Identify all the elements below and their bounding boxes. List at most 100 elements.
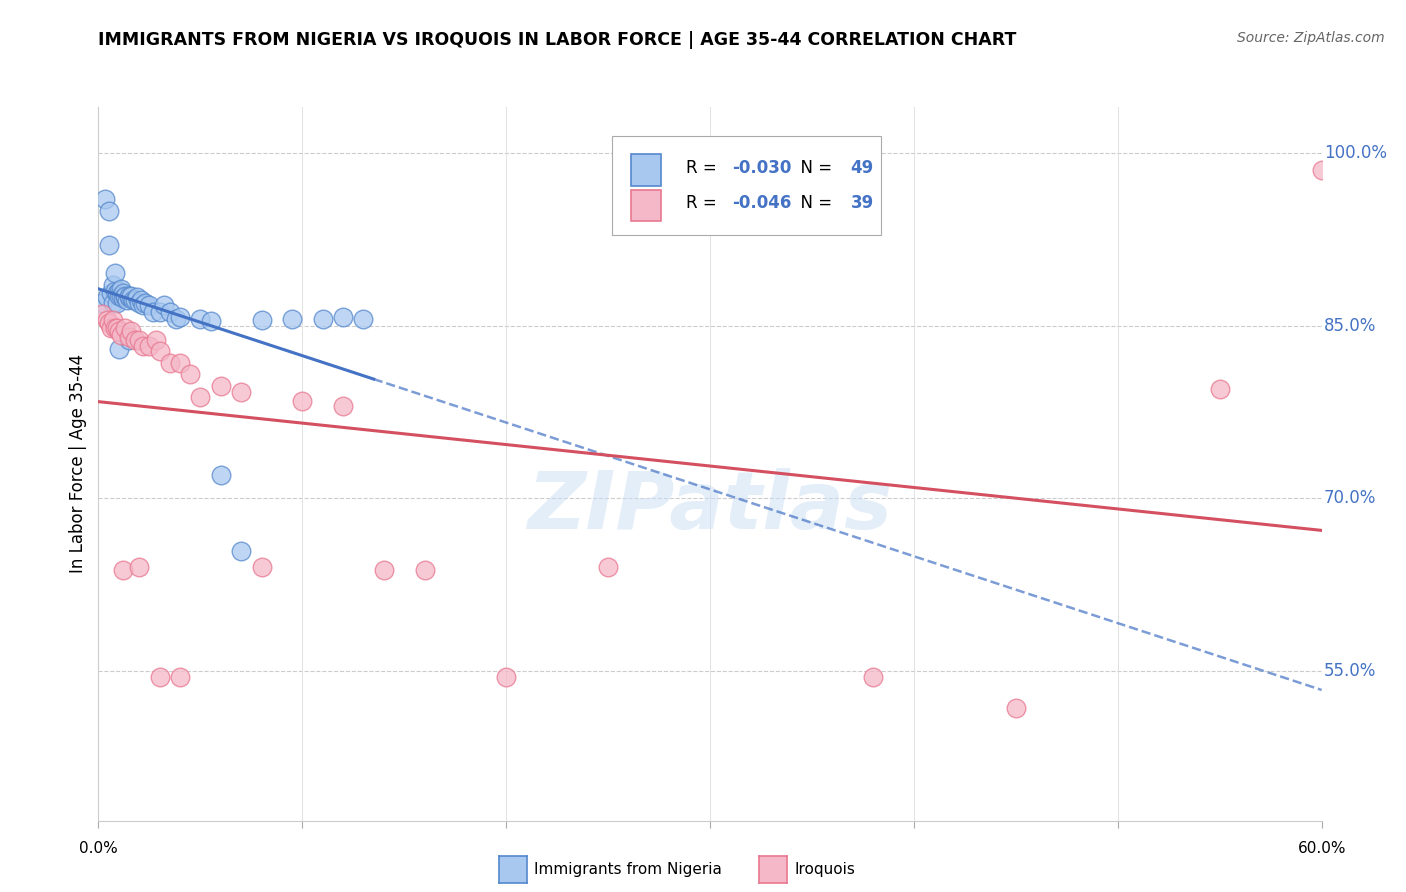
Text: 60.0%: 60.0%: [1298, 841, 1346, 856]
Point: [96, 290, 118, 304]
Point: [134, 295, 156, 310]
Point: [93, 192, 115, 206]
Point: [169, 670, 191, 684]
Point: [91, 295, 114, 310]
Point: [159, 305, 181, 319]
Point: [97, 317, 120, 331]
Point: [598, 560, 620, 574]
Point: [132, 339, 155, 353]
Point: [101, 313, 124, 327]
Point: [111, 291, 134, 305]
Point: [100, 286, 122, 301]
Point: [104, 284, 127, 298]
Point: [132, 298, 155, 312]
Point: [108, 289, 131, 303]
FancyBboxPatch shape: [612, 136, 882, 235]
Point: [128, 333, 150, 347]
Point: [142, 305, 165, 319]
Point: [97, 203, 120, 218]
Text: R =: R =: [686, 159, 721, 177]
Point: [104, 266, 127, 280]
Point: [1004, 701, 1026, 715]
Point: [114, 289, 136, 303]
Point: [352, 311, 374, 326]
Text: 70.0%: 70.0%: [1324, 490, 1376, 508]
Point: [108, 342, 131, 356]
Point: [105, 321, 128, 335]
Point: [118, 333, 141, 347]
Text: ZIPatlas: ZIPatlas: [527, 467, 893, 546]
Text: Source: ZipAtlas.com: Source: ZipAtlas.com: [1237, 31, 1385, 45]
Point: [108, 325, 131, 339]
Point: [115, 293, 138, 308]
Point: [373, 563, 395, 577]
Point: [124, 293, 146, 308]
Text: -0.030: -0.030: [733, 159, 792, 177]
Point: [159, 355, 181, 369]
Point: [149, 344, 172, 359]
Point: [231, 385, 253, 400]
Point: [281, 311, 304, 326]
Point: [97, 238, 120, 252]
Point: [138, 298, 160, 312]
Point: [138, 339, 160, 353]
Point: [111, 563, 134, 577]
Point: [114, 290, 136, 304]
Point: [250, 560, 273, 574]
Point: [169, 355, 191, 369]
Point: [145, 333, 167, 347]
Point: [108, 284, 131, 298]
Text: Iroquois: Iroquois: [794, 863, 855, 877]
Text: 100.0%: 100.0%: [1324, 145, 1388, 162]
Text: R =: R =: [686, 194, 721, 212]
Text: 55.0%: 55.0%: [1324, 662, 1376, 680]
Point: [105, 295, 128, 310]
Text: -0.046: -0.046: [733, 194, 792, 212]
Text: 0.0%: 0.0%: [79, 841, 118, 856]
Point: [96, 313, 118, 327]
Point: [100, 321, 122, 335]
Point: [413, 563, 436, 577]
Point: [101, 278, 124, 293]
Text: 39: 39: [851, 194, 875, 212]
FancyBboxPatch shape: [630, 154, 661, 186]
Point: [165, 311, 187, 326]
Point: [250, 313, 273, 327]
Point: [122, 293, 145, 308]
Point: [111, 286, 134, 301]
Point: [110, 327, 132, 342]
Text: 49: 49: [851, 159, 875, 177]
Point: [101, 295, 124, 310]
Point: [200, 314, 222, 328]
Point: [120, 289, 142, 303]
Point: [118, 289, 141, 303]
Point: [209, 468, 232, 483]
Text: N =: N =: [790, 194, 837, 212]
Point: [1209, 382, 1232, 396]
Text: IMMIGRANTS FROM NIGERIA VS IROQUOIS IN LABOR FORCE | AGE 35-44 CORRELATION CHART: IMMIGRANTS FROM NIGERIA VS IROQUOIS IN L…: [98, 31, 1017, 49]
FancyBboxPatch shape: [630, 190, 661, 221]
Point: [127, 290, 149, 304]
Point: [332, 310, 354, 324]
Point: [495, 670, 517, 684]
Point: [149, 305, 172, 319]
Point: [332, 399, 354, 413]
Point: [128, 295, 150, 310]
Text: N =: N =: [790, 159, 837, 177]
Point: [114, 321, 136, 335]
Point: [128, 560, 150, 574]
Point: [118, 290, 141, 304]
Point: [110, 282, 132, 296]
Text: Immigrants from Nigeria: Immigrants from Nigeria: [534, 863, 723, 877]
Point: [129, 293, 152, 308]
Point: [152, 298, 174, 312]
Point: [104, 321, 127, 335]
Point: [91, 307, 114, 321]
Point: [169, 310, 191, 324]
Point: [124, 333, 146, 347]
Point: [105, 286, 128, 301]
Point: [179, 367, 201, 381]
Point: [209, 378, 232, 392]
Point: [118, 330, 141, 344]
Point: [862, 670, 884, 684]
